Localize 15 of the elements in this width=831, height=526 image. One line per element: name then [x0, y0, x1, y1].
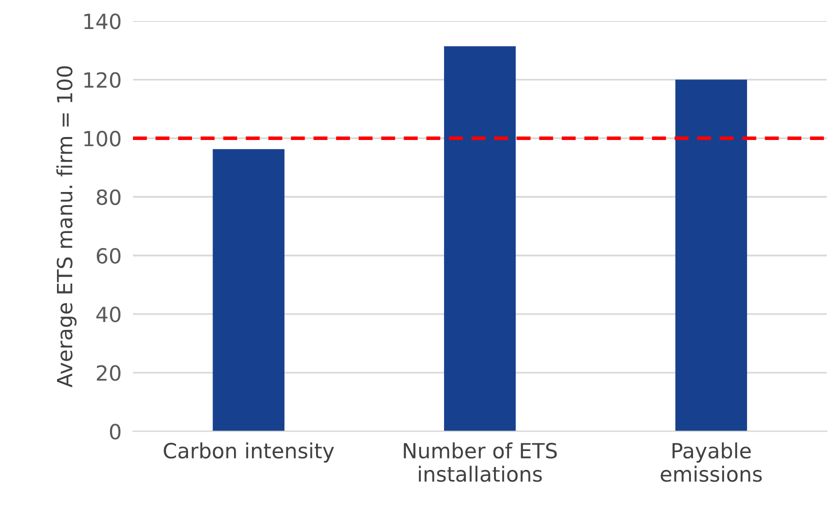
y-tick-label: 60 [96, 248, 120, 264]
y-tick-label: 140 [84, 13, 120, 30]
y-tick-label: 100 [84, 130, 120, 146]
y-axis-title: Average ETS manu. firm = 100 [56, 66, 77, 388]
bar [675, 80, 748, 432]
y-tick-label: 0 [110, 424, 120, 440]
y-tick-label: 20 [96, 365, 120, 381]
y-tick-label: 40 [96, 306, 120, 322]
x-tick-label: Carbon intensity [164, 442, 334, 463]
x-tick-label: Payable emissions [660, 442, 762, 482]
bar [212, 149, 284, 432]
y-tick-label: 80 [96, 189, 120, 206]
y-tick-label: 120 [84, 72, 120, 88]
bar [444, 46, 516, 432]
x-tick-label: Number of ETS installations [404, 442, 557, 482]
